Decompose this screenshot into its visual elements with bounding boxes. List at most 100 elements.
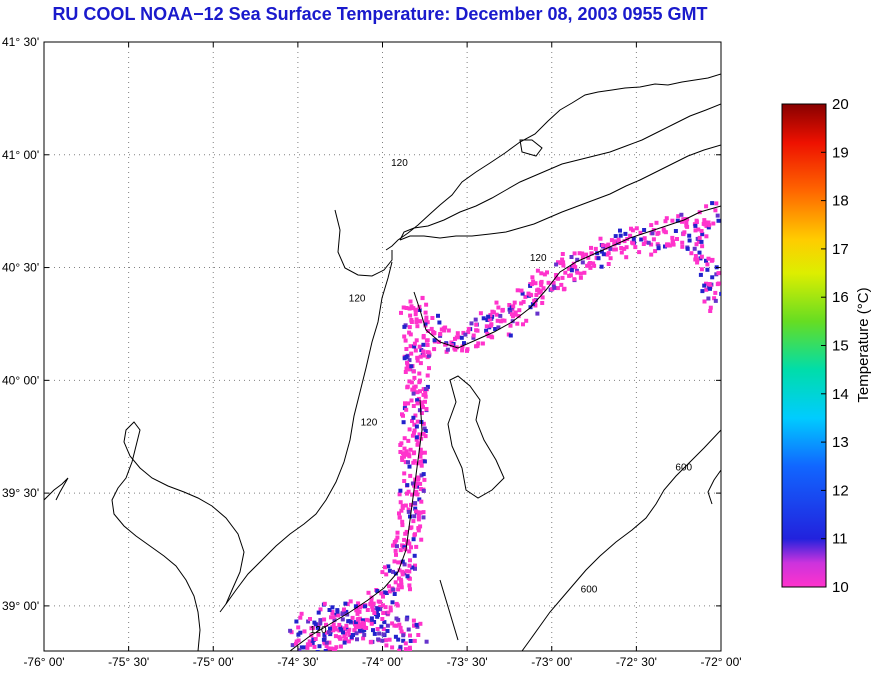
sst-pixel: [713, 208, 718, 213]
sst-pixel: [415, 355, 420, 360]
sst-pixel: [413, 563, 417, 568]
sst-pixel: [568, 273, 573, 278]
sst-pixel: [649, 242, 654, 247]
sst-pixel: [322, 639, 327, 644]
sst-pixel: [663, 244, 667, 249]
sst-pixel: [378, 604, 383, 609]
sst-pixel: [372, 631, 377, 636]
sst-pixel: [406, 658, 410, 662]
sst-pixel: [315, 650, 320, 651]
sst-pixel: [698, 272, 703, 277]
sst-pixel: [294, 619, 299, 624]
sst-pixel: [412, 638, 417, 643]
sst-pixel: [702, 283, 707, 288]
lat-tick-label: 40° 00': [2, 373, 39, 387]
sst-pixel: [413, 501, 417, 506]
sst-pixel: [322, 617, 327, 622]
sst-pixel: [424, 302, 429, 307]
sst-pixel: [415, 398, 420, 403]
sst-pixel: [375, 614, 380, 619]
sst-pixel: [407, 427, 412, 432]
sst-pixel: [455, 331, 460, 336]
sst-pixel: [349, 635, 354, 640]
sst-pixel: [599, 264, 604, 269]
sst-pixel: [710, 275, 715, 280]
sst-pixel: [456, 335, 461, 340]
sst-pixel: [699, 229, 704, 233]
sst-pixel: [380, 638, 385, 643]
sst-pixel: [397, 492, 402, 497]
sst-pixel: [681, 217, 686, 222]
sst-pixel: [596, 256, 601, 261]
sst-pixel: [624, 255, 629, 260]
sst-pixel: [714, 272, 719, 277]
sst-pixel: [327, 630, 332, 635]
sst-pixel: [396, 560, 401, 565]
sst-pixel: [707, 223, 712, 228]
sst-pixel: [612, 239, 617, 244]
sst-pixel: [327, 608, 332, 612]
sst-pixel: [606, 251, 611, 256]
lat-tick-label: 41° 00': [2, 148, 39, 162]
sst-pixel: [411, 654, 415, 658]
sst-pixel: [488, 313, 493, 318]
sst-pixel: [425, 373, 430, 378]
sst-pixel: [654, 220, 659, 225]
sst-pixel: [398, 646, 403, 651]
sst-pixel: [700, 232, 705, 237]
sst-pixel: [365, 608, 370, 612]
sst-pixel: [400, 412, 404, 417]
sst-pixel: [401, 451, 405, 456]
sst-pixel: [407, 576, 412, 581]
sst-pixel: [556, 276, 561, 281]
sst-pixel: [681, 232, 686, 237]
sst-pixel: [418, 454, 423, 459]
sst-pixel: [415, 401, 420, 406]
sst-pixel: [475, 343, 480, 348]
sst-pixel: [296, 632, 301, 637]
sst-pixel: [413, 566, 417, 571]
sst-pixel: [323, 649, 328, 651]
sst-pixel: [409, 502, 413, 507]
sst-pixel: [408, 344, 413, 349]
sst-pixel: [400, 505, 405, 510]
colorbar-gradient: [781, 103, 827, 588]
sst-pixel: [554, 273, 559, 277]
sst-pixel: [342, 640, 347, 645]
sst-pixel: [414, 424, 419, 429]
sst-pixel: [478, 311, 483, 316]
map-axes: -76° 00' -75° 30' -75° 00' -74° 30' -74° 00'…: [2, 35, 742, 669]
sst-pixel: [646, 240, 651, 245]
sst-pixel: [298, 615, 303, 620]
sst-pixel: [708, 286, 712, 291]
sst-pixel: [390, 600, 395, 605]
sst-pixel: [714, 201, 719, 206]
sst-pixel: [693, 223, 698, 228]
sst-pixel: [421, 431, 426, 436]
sst-pixel: [424, 653, 428, 657]
colorbar-tick-label: 19: [832, 144, 849, 161]
lon-tick-label: -75° 30': [108, 655, 149, 669]
sst-pixel: [664, 216, 669, 221]
sst-pixel: [631, 241, 636, 246]
sst-pixel: [408, 313, 413, 318]
sst-pixel: [484, 324, 489, 329]
sst-pixel: [315, 625, 320, 630]
sst-pixel: [405, 363, 410, 368]
sst-pixel: [419, 499, 424, 504]
sst-pixel: [598, 236, 603, 241]
sst-pixel: [400, 569, 405, 574]
sst-pixel: [418, 354, 423, 359]
colorbar-label: Temperature (°C): [855, 287, 872, 402]
sst-pixel: [495, 318, 500, 323]
colorbar-tick-label: 12: [832, 482, 849, 499]
sst-pixel: [398, 548, 403, 553]
sst-pixel: [419, 463, 424, 468]
sst-pixel: [407, 358, 412, 363]
sst-pixel: [426, 329, 431, 333]
sst-pixel: [535, 311, 540, 316]
sst-pixel: [417, 319, 422, 324]
sst-pixel: [710, 201, 715, 206]
sst-pixel: [484, 328, 489, 333]
sst-pixel: [407, 306, 412, 311]
